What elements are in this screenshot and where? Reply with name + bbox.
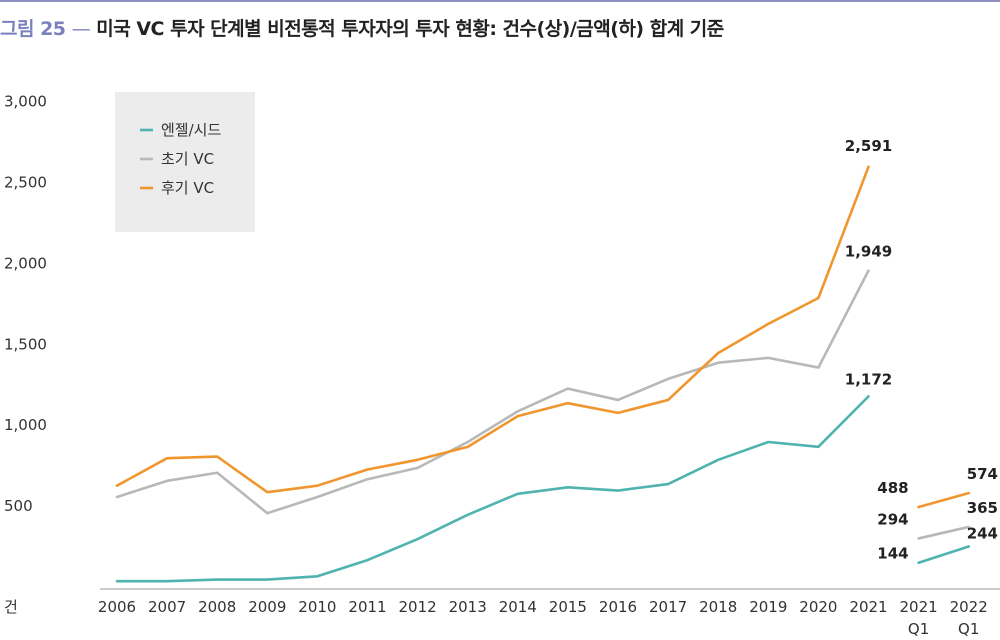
legend-label: 엔젤/시드 (161, 121, 221, 139)
x-tick-label: 2021 (849, 598, 887, 616)
x-tick-label: 2009 (248, 598, 286, 616)
data-label: 294 (877, 510, 908, 528)
series-line-quarterly (917, 525, 971, 540)
series-line-quarterly (917, 491, 971, 509)
data-label: 1,172 (845, 370, 892, 388)
data-label: 1,949 (845, 243, 892, 261)
title-text: 미국 VC 투자 단계별 비전통적 투자자의 투자 현황: 건수(상)/금액(하… (96, 18, 724, 40)
x-tick-label: 2011 (348, 598, 386, 616)
data-label: 574 (967, 465, 998, 483)
y-tick-label: 2,000 (4, 254, 47, 272)
x-tick-label: 2022 Q1 (950, 598, 988, 638)
x-tick-label: 2017 (649, 598, 687, 616)
y-tick-label: 1,000 (4, 416, 47, 434)
x-tick-label: 2010 (298, 598, 336, 616)
y-tick-label: 500 (4, 497, 33, 515)
x-tick-label: 2012 (399, 598, 437, 616)
top-rule (0, 0, 1000, 2)
data-label: 488 (877, 479, 908, 497)
series-line-annual (115, 165, 870, 494)
y-tick-label: 1,500 (4, 335, 47, 353)
series-line-annual (115, 395, 870, 583)
y-axis-unit-label: 건 (4, 598, 18, 616)
series-line-quarterly (917, 545, 971, 565)
x-tick-label: 2016 (599, 598, 637, 616)
data-label: 244 (967, 525, 998, 543)
chart-title: 그림 25 — 미국 VC 투자 단계별 비전통적 투자자의 투자 현황: 건수… (0, 14, 1000, 41)
legend-label: 후기 VC (161, 179, 214, 197)
data-label: 2,591 (845, 137, 892, 155)
x-tick-label: 2006 (98, 598, 136, 616)
y-tick-label: 3,000 (4, 93, 47, 111)
y-tick-label: 2,500 (4, 174, 47, 192)
title-dash: — (71, 18, 91, 40)
legend-label: 초기 VC (161, 150, 214, 168)
data-label: 365 (967, 499, 998, 517)
data-label: 144 (877, 545, 908, 563)
x-tick-label: 2019 (749, 598, 787, 616)
x-tick-label: 2015 (549, 598, 587, 616)
x-tick-label: 2008 (198, 598, 236, 616)
x-tick-label: 2020 (799, 598, 837, 616)
figure-number: 그림 25 (0, 18, 66, 40)
series-line-annual (115, 269, 870, 515)
x-tick-label: 2014 (499, 598, 537, 616)
x-tick-label: 2021 Q1 (900, 598, 938, 638)
x-tick-label: 2007 (148, 598, 186, 616)
x-tick-label: 2018 (699, 598, 737, 616)
legend-box (115, 92, 255, 232)
x-tick-label: 2013 (449, 598, 487, 616)
